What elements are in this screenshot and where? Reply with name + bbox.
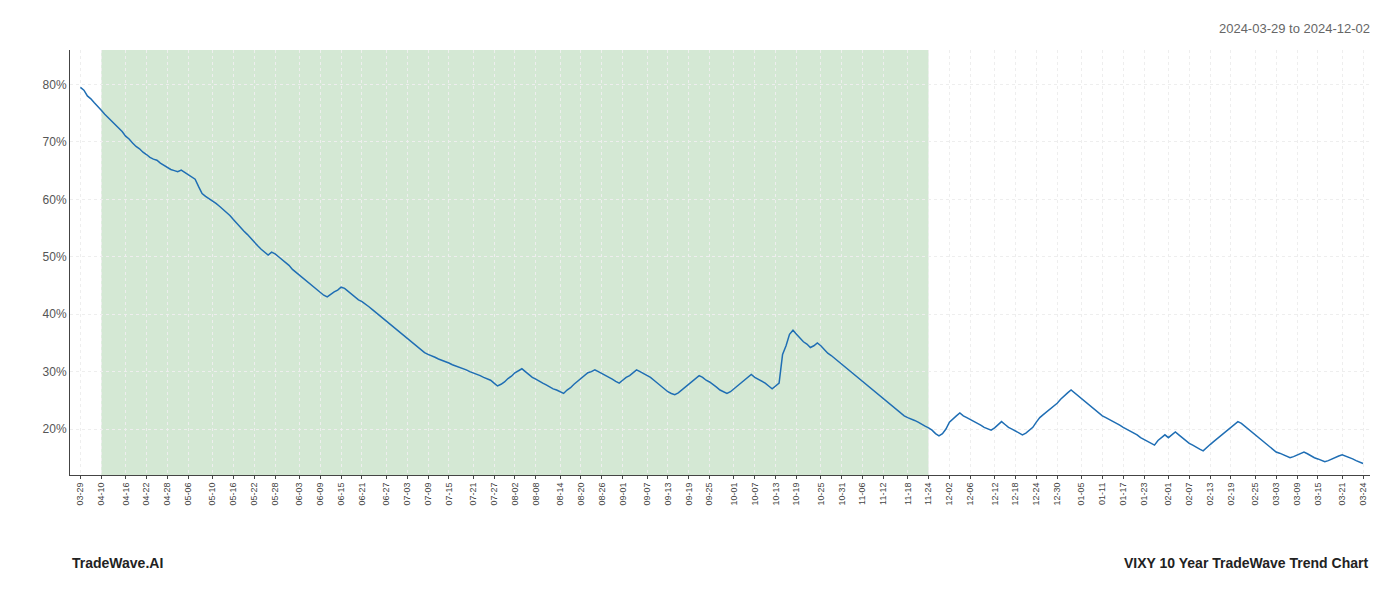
svg-text:01-05: 01-05 — [1076, 483, 1086, 506]
svg-text:12-06: 12-06 — [965, 483, 975, 506]
svg-text:VIXY 10 Year TradeWave Trend C: VIXY 10 Year TradeWave Trend Chart — [1124, 555, 1368, 571]
svg-text:09-07: 09-07 — [642, 483, 652, 506]
svg-text:02-25: 02-25 — [1250, 483, 1260, 506]
svg-text:60%: 60% — [43, 193, 67, 207]
svg-text:03-09: 03-09 — [1292, 483, 1302, 506]
svg-text:05-10: 05-10 — [207, 483, 217, 506]
svg-text:09-19: 09-19 — [684, 483, 694, 506]
svg-text:10-07: 10-07 — [750, 483, 760, 506]
svg-text:05-16: 05-16 — [228, 483, 238, 506]
svg-text:10-25: 10-25 — [816, 483, 826, 506]
svg-text:04-22: 04-22 — [141, 483, 151, 506]
svg-text:20%: 20% — [43, 422, 67, 436]
svg-text:09-01: 09-01 — [618, 483, 628, 506]
svg-text:09-13: 09-13 — [663, 483, 673, 506]
svg-text:2024-03-29 to 2024-12-02: 2024-03-29 to 2024-12-02 — [1219, 21, 1370, 36]
svg-text:08-20: 08-20 — [576, 483, 586, 506]
svg-text:10-13: 10-13 — [771, 483, 781, 506]
svg-text:08-08: 08-08 — [531, 483, 541, 506]
svg-text:80%: 80% — [43, 78, 67, 92]
svg-text:07-09: 07-09 — [423, 483, 433, 506]
svg-text:06-21: 06-21 — [357, 483, 367, 506]
svg-text:01-23: 01-23 — [1139, 483, 1149, 506]
svg-text:02-07: 02-07 — [1184, 483, 1194, 506]
svg-text:01-17: 01-17 — [1118, 483, 1128, 506]
svg-text:07-03: 07-03 — [402, 483, 412, 506]
svg-text:08-26: 08-26 — [597, 483, 607, 506]
svg-text:04-10: 04-10 — [96, 483, 106, 506]
svg-text:70%: 70% — [43, 135, 67, 149]
svg-text:11-06: 11-06 — [857, 483, 867, 505]
svg-text:12-30: 12-30 — [1052, 483, 1062, 506]
svg-text:07-27: 07-27 — [489, 483, 499, 506]
svg-text:50%: 50% — [43, 250, 67, 264]
svg-text:06-03: 06-03 — [294, 483, 304, 506]
svg-text:06-15: 06-15 — [336, 483, 346, 506]
svg-text:01-11: 01-11 — [1097, 483, 1107, 505]
svg-text:04-28: 04-28 — [162, 483, 172, 506]
svg-text:12-02: 12-02 — [944, 483, 954, 506]
svg-text:03-15: 03-15 — [1313, 483, 1323, 506]
svg-text:05-06: 05-06 — [183, 483, 193, 506]
svg-text:08-14: 08-14 — [555, 483, 565, 506]
svg-text:02-01: 02-01 — [1163, 483, 1173, 506]
svg-text:10-31: 10-31 — [837, 483, 847, 506]
svg-text:06-09: 06-09 — [315, 483, 325, 506]
svg-text:TradeWave.AI: TradeWave.AI — [72, 555, 163, 571]
svg-text:30%: 30% — [43, 365, 67, 379]
svg-text:11-18: 11-18 — [903, 483, 913, 505]
svg-text:11-12: 11-12 — [878, 483, 888, 505]
svg-text:10-01: 10-01 — [729, 483, 739, 506]
svg-text:03-24: 03-24 — [1358, 483, 1368, 506]
svg-text:06-27: 06-27 — [381, 483, 391, 506]
svg-text:02-19: 02-19 — [1226, 483, 1236, 506]
svg-text:03-29: 03-29 — [75, 483, 85, 506]
svg-text:40%: 40% — [43, 307, 67, 321]
svg-text:12-12: 12-12 — [990, 483, 1000, 506]
svg-text:02-13: 02-13 — [1205, 483, 1215, 506]
svg-text:12-24: 12-24 — [1031, 483, 1041, 506]
svg-text:03-21: 03-21 — [1337, 483, 1347, 506]
svg-text:03-03: 03-03 — [1271, 483, 1281, 506]
svg-text:04-16: 04-16 — [121, 483, 131, 506]
svg-text:12-18: 12-18 — [1010, 483, 1020, 506]
svg-text:07-15: 07-15 — [444, 483, 454, 506]
svg-text:10-19: 10-19 — [791, 483, 801, 506]
svg-text:08-02: 08-02 — [510, 483, 520, 506]
svg-text:11-24: 11-24 — [923, 483, 933, 505]
svg-text:09-25: 09-25 — [704, 483, 714, 506]
svg-text:07-21: 07-21 — [468, 483, 478, 506]
svg-text:05-22: 05-22 — [249, 483, 259, 506]
svg-text:05-28: 05-28 — [270, 483, 280, 506]
